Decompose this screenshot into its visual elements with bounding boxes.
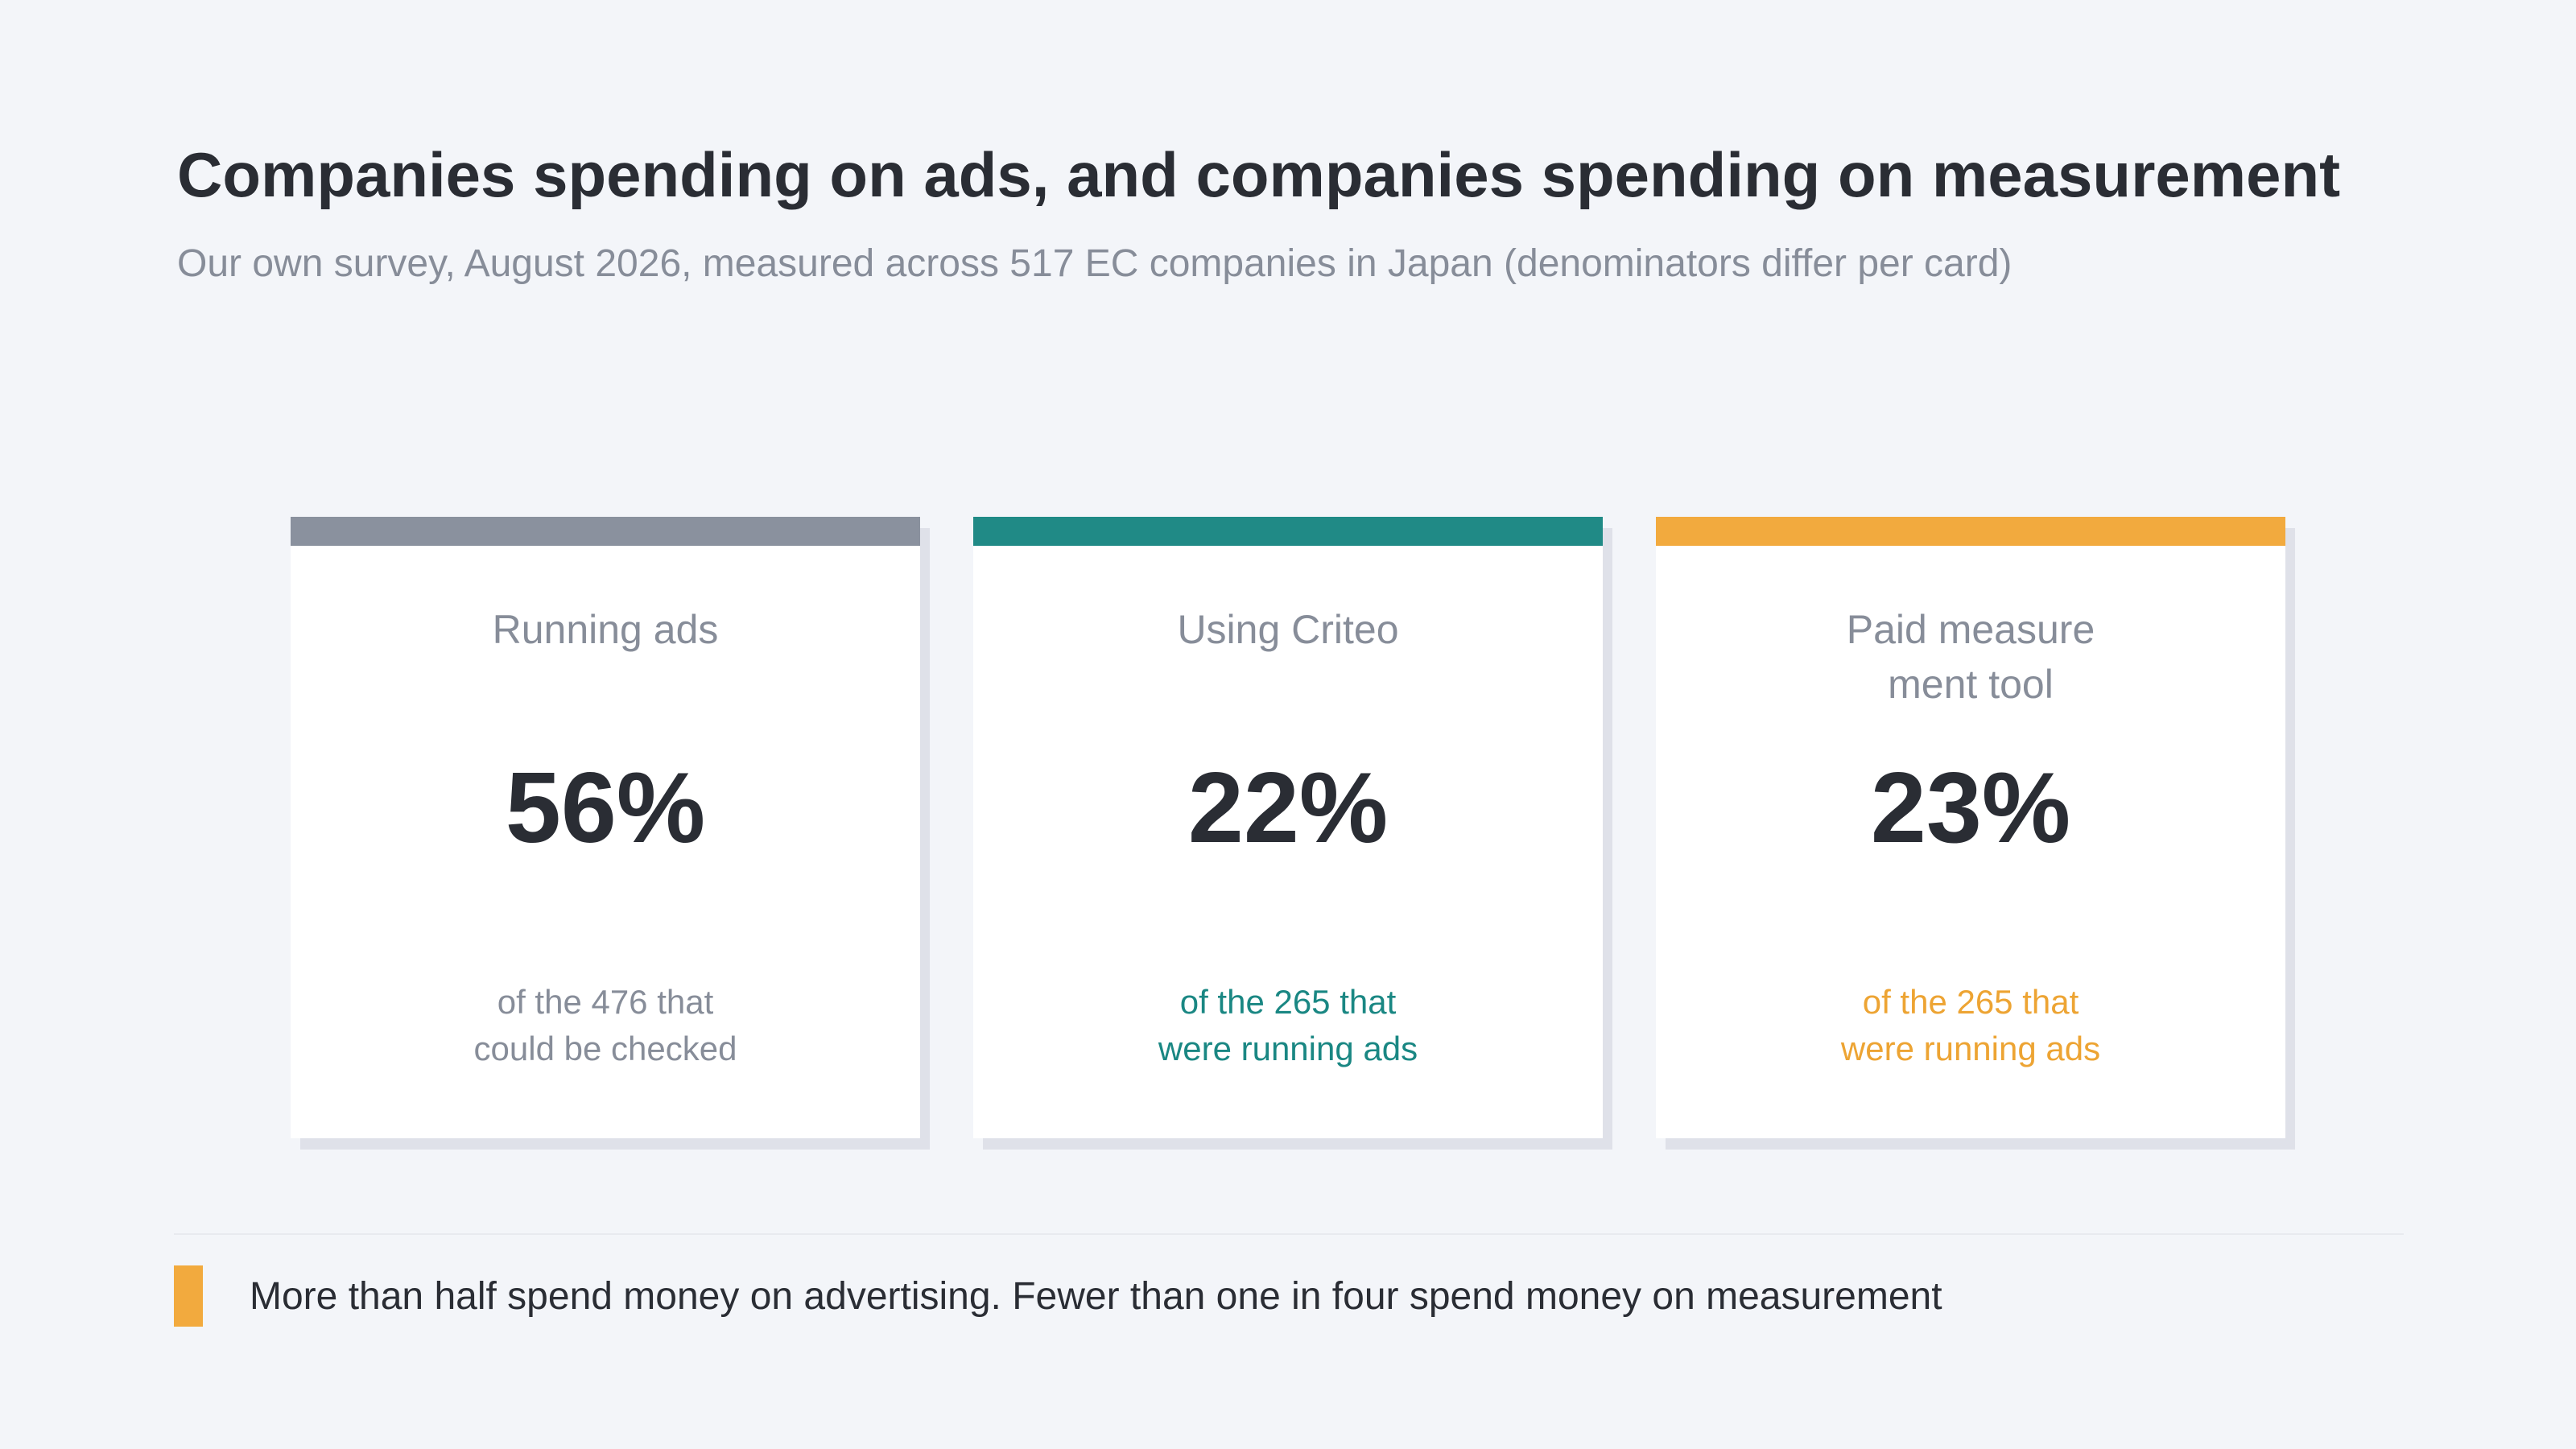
card-note: of the 265 that were running ads <box>1158 983 1418 1067</box>
card-label: Running ads <box>492 607 719 652</box>
card-note: of the 476 that could be checked <box>473 983 737 1067</box>
footer-divider <box>174 1233 2404 1235</box>
card-note: of the 265 that were running ads <box>1840 983 2101 1067</box>
stat-card-paid-measurement-tool: Paid measurement tool 23% of the 265 tha… <box>1656 517 2285 1138</box>
page-title: Companies spending on ads, and companies… <box>177 139 2341 210</box>
card-label: Using Criteo <box>1177 607 1399 652</box>
footnote-marker <box>174 1265 203 1327</box>
footnote-text: More than half spend money on advertisin… <box>250 1275 1942 1318</box>
page-subtitle: Our own survey, August 2026, measured ac… <box>177 242 2013 285</box>
card-accent-bar <box>291 517 920 546</box>
card-accent-bar <box>1656 517 2285 546</box>
stat-card-running-ads: Running ads 56% of the 476 that could be… <box>291 517 920 1138</box>
card-value: 23% <box>1870 753 2071 864</box>
card-value: 56% <box>505 753 706 864</box>
card-accent-bar <box>973 517 1603 546</box>
stat-card-using-criteo: Using Criteo 22% of the 265 that were ru… <box>973 517 1603 1138</box>
card-label: Paid measurement tool <box>1846 607 2095 707</box>
card-value: 22% <box>1187 753 1389 864</box>
